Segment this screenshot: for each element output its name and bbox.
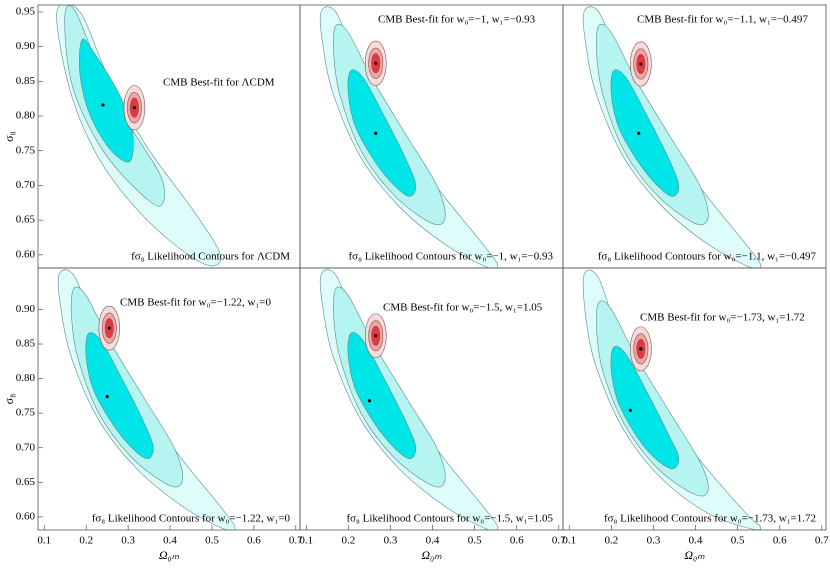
x-tick-label: 0.5 [468,535,482,547]
y-tick-label: 0.95 [16,5,36,17]
y-tick-label: 0.75 [16,407,36,419]
likelihood-region [610,346,680,470]
x-tick-label: 0.1 [562,535,576,547]
x-axis-label: Ω₀ₘ [159,548,180,562]
likelihood-label: fσ₈ Likelihood Contours for w₀=−1.73, w₁… [604,513,816,525]
x-tick-label: 0.2 [342,535,356,547]
y-tick-label: 0.75 [16,144,36,156]
likelihood-label: fσ₈ Likelihood Contours for ΛCDM [131,251,290,263]
x-tick-label: 0.5 [731,535,745,547]
y-tick-label: 0.65 [16,476,36,488]
plot-area [319,269,499,530]
x-tick-label: 0.3 [121,535,135,547]
panel: 0.1 0.2 0.3 0.4 0.5 0.6 0.7 Ω₀ₘ CMB Best-fit for… [299,267,566,562]
y-tick-label: 0.70 [16,441,36,453]
y-axis-label: σ₈ [2,394,16,405]
plot-area [582,269,762,530]
x-tick-label: 0.3 [384,535,398,547]
cmb-label: CMB Best-fit for w₀=−1, w₁=−0.93 [378,14,536,26]
plot-area [319,6,499,268]
x-tick-label: 0.4 [426,535,440,547]
y-tick-label: 0.85 [16,338,36,350]
panel: CMB Best-fit for w₀=−1, w₁=−0.93 fσ₈ Like… [299,4,564,269]
likelihood-label: fσ₈ Likelihood Contours for w₀=−1, w₁=−0… [349,251,554,263]
y-tick-label: 0.60 [16,510,36,522]
cmb-best-fit [639,62,643,66]
likelihood-region [347,69,417,197]
x-tick-label: 0.1 [37,535,51,547]
y-axis-label: σ₈ [2,131,16,142]
panel-frame [562,267,827,531]
x-tick-label: 0.6 [247,535,261,547]
likelihood-best-fit [101,103,105,107]
y-tick-label: 0.90 [16,303,36,315]
likelihood-best-fit [628,408,632,413]
likelihood-region [610,69,680,197]
cmb-best-fit [374,334,378,338]
cmb-best-fit [374,61,378,65]
y-tick-label: 0.60 [16,248,36,260]
x-tick-label: 0.7 [552,535,566,547]
likelihood-best-fit [637,131,641,135]
plot-area [582,6,762,268]
y-tick-label: 0.85 [16,75,36,87]
x-axis-label: Ω₀ₘ [684,548,705,562]
cmb-label: CMB Best-fit for w₀=−1.22, w₁=0 [120,297,271,309]
plot-area [56,5,222,267]
likelihood-best-fit [367,399,372,403]
y-tick-label: 0.80 [16,372,36,384]
cmb-label: CMB Best-fit for w₀=−1.1, w₁=−0.497 [637,14,808,26]
likelihood-label: fσ₈ Likelihood Contours for w₀=−1.22, w₁… [92,513,291,525]
panel: CMB Best-fit for w₀=−1.1, w₁=−0.497 fσ₈ L… [562,4,827,269]
y-tick-label: 0.70 [16,179,36,191]
panel: 0.60 0.65 0.70 0.75 0.80 0.85 0.90 0.95 σ₈ CMB Be… [2,4,301,269]
cmb-best-fit [639,347,643,351]
y-tick-label: 0.80 [16,110,36,122]
likelihood-region [85,332,154,459]
x-tick-label: 0.7 [815,535,829,547]
x-tick-label: 0.6 [510,535,524,547]
x-tick-label: 0.5 [205,535,219,547]
cmb-label: CMB Best-fit for ΛCDM [163,77,275,89]
x-tick-label: 0.2 [79,535,93,547]
likelihood-region [79,38,134,163]
x-tick-label: 0.7 [289,535,303,547]
x-tick-label: 0.4 [689,535,703,547]
likelihood-best-fit [105,394,109,399]
likelihood-label: fσ₈ Likelihood Contours for w₀=−1.5, w₁=… [346,513,553,525]
cmb-best-fit [132,106,137,110]
y-tick-label: 0.65 [16,214,36,226]
cmb-label: CMB Best-fit for w₀=−1.73, w₁=1.72 [640,312,805,324]
panel: 0.1 0.2 0.3 0.4 0.5 0.6 0.7 0.60 0.65 0.70 0.75 0.8… [2,267,303,562]
plot-area [57,269,236,530]
panel: 0.1 0.2 0.3 0.4 0.5 0.6 0.7 Ω₀ₘ CMB Best-fit for… [562,267,829,562]
likelihood-label: fσ₈ Likelihood Contours for w₀=−1.1, w₁=… [598,251,817,263]
x-axis-label: Ω₀ₘ [421,548,442,562]
x-tick-label: 0.6 [773,535,787,547]
likelihood-best-fit [374,131,378,135]
x-tick-label: 0.1 [299,535,313,547]
x-tick-label: 0.4 [163,535,177,547]
y-tick-label: 0.90 [16,40,36,52]
cmb-label: CMB Best-fit for w₀=−1.5, w₁=1.05 [383,302,543,314]
cmb-best-fit [107,326,111,330]
x-tick-label: 0.2 [605,535,619,547]
x-tick-label: 0.3 [647,535,661,547]
